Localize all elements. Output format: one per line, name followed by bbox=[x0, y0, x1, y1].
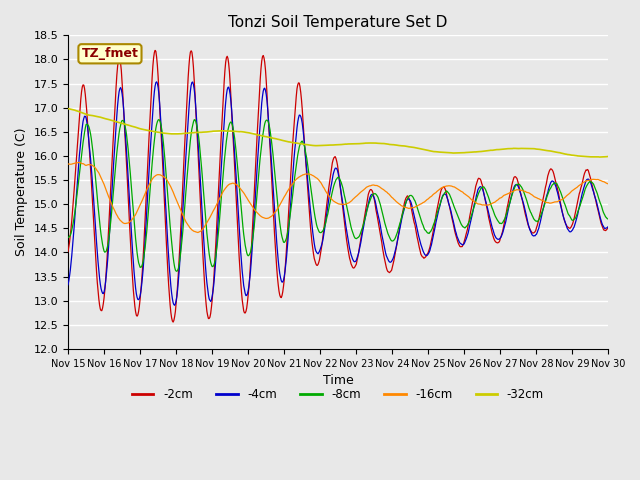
Y-axis label: Soil Temperature (C): Soil Temperature (C) bbox=[15, 128, 28, 256]
Text: TZ_fmet: TZ_fmet bbox=[81, 48, 138, 60]
X-axis label: Time: Time bbox=[323, 374, 353, 387]
Title: Tonzi Soil Temperature Set D: Tonzi Soil Temperature Set D bbox=[228, 15, 447, 30]
Legend: -2cm, -4cm, -8cm, -16cm, -32cm: -2cm, -4cm, -8cm, -16cm, -32cm bbox=[127, 384, 548, 406]
